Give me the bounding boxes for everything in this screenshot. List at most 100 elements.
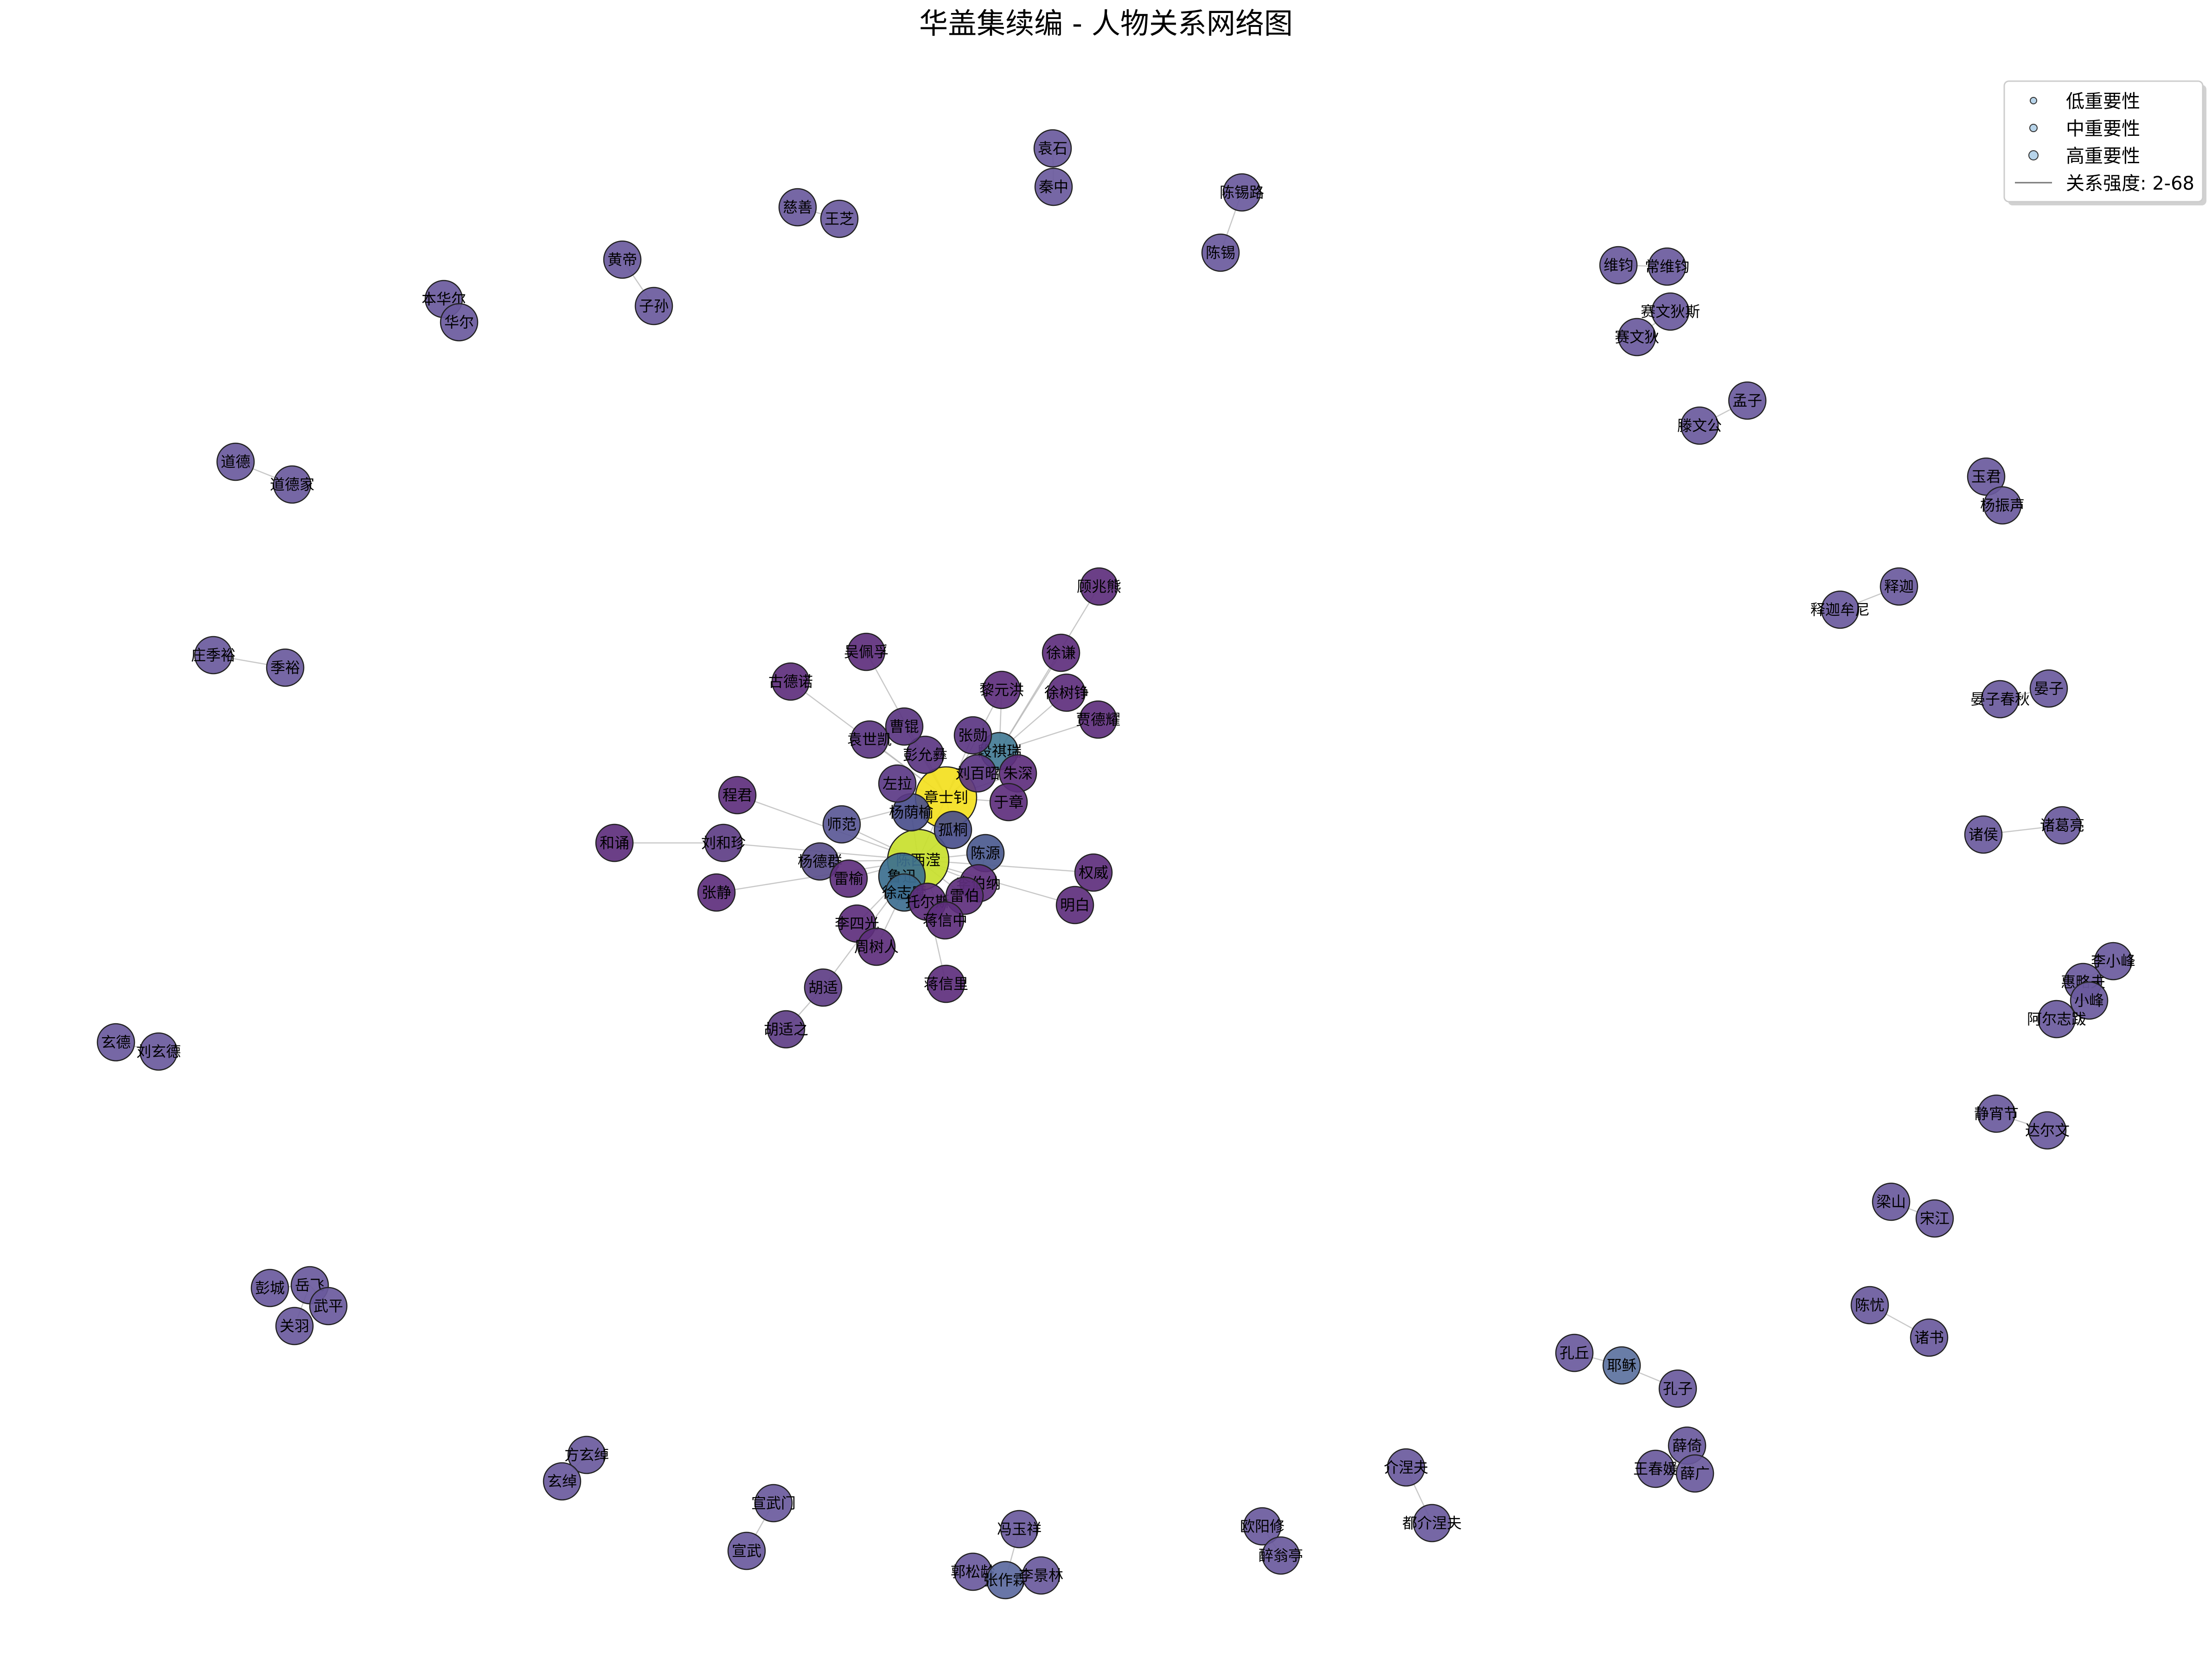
- node-label: 袁石: [1038, 140, 1068, 157]
- node-zhugeliang[interactable]: 诸葛亮: [2040, 806, 2084, 845]
- node-quanwei[interactable]: 权威: [1074, 853, 1113, 892]
- node-dujieniefu[interactable]: 都介涅夫: [1402, 1504, 1462, 1543]
- node-xueyi[interactable]: 薛倚: [1668, 1426, 1707, 1465]
- node-zhangxun[interactable]: 张勋: [953, 716, 992, 755]
- node-zuiwengting[interactable]: 醉翁亭: [1259, 1536, 1303, 1575]
- node-huaer[interactable]: 华尔: [440, 303, 479, 342]
- node-lixiaofeng[interactable]: 李小峰: [2091, 942, 2135, 981]
- node-saiwendisi[interactable]: 赛文狄斯: [1641, 292, 1700, 331]
- node-jiangxinli[interactable]: 蒋信里: [924, 964, 968, 1003]
- node-chenyou[interactable]: 陈忧: [1850, 1286, 1889, 1325]
- node-wupeifu[interactable]: 吴佩孚: [844, 632, 889, 671]
- node-label: 武平: [313, 1297, 343, 1315]
- node-chengjun[interactable]: 程君: [718, 776, 757, 815]
- node-gudexun[interactable]: 古德诺: [768, 662, 813, 701]
- node-liyuanhong[interactable]: 黎元洪: [979, 670, 1024, 709]
- node-jieniefu[interactable]: 介涅夫: [1384, 1448, 1428, 1487]
- node-cishan[interactable]: 慈善: [778, 188, 817, 227]
- node-guzhaoxiong[interactable]: 顾兆熊: [1077, 567, 1121, 606]
- node-huguzhi[interactable]: 胡适之: [764, 1010, 808, 1049]
- node-circle: [767, 1010, 806, 1049]
- node-zhuangjiyu[interactable]: 庄季裕: [191, 636, 236, 675]
- node-xuqian[interactable]: 徐谦: [1042, 633, 1080, 672]
- legend-marker-low: [2030, 97, 2037, 104]
- node-liangshan[interactable]: 梁山: [1872, 1182, 1911, 1221]
- node-songjiang[interactable]: 宋江: [1915, 1199, 1954, 1238]
- node-daerwen[interactable]: 达尔文: [2025, 1111, 2070, 1150]
- node-yangzhensheng[interactable]: 杨振声: [1980, 486, 2025, 525]
- node-aerzhiba[interactable]: 阿尔志跋: [2027, 1000, 2086, 1039]
- node-xuanwu[interactable]: 宣武: [727, 1531, 766, 1570]
- node-kongzi[interactable]: 孔子: [1658, 1369, 1697, 1408]
- node-guosongling[interactable]: 郭松龄: [951, 1552, 995, 1591]
- node-jiadeyao[interactable]: 贾德耀: [1076, 700, 1120, 739]
- node-fangxuanchuo[interactable]: 方玄绰: [564, 1435, 609, 1474]
- node-lijinglin[interactable]: 李景林: [1019, 1556, 1063, 1595]
- node-liuhezhen[interactable]: 刘和珍: [701, 823, 746, 862]
- node-xuanchuo[interactable]: 玄绰: [543, 1462, 582, 1501]
- node-ouyangxiu[interactable]: 欧阳修: [1240, 1507, 1285, 1546]
- node-huhu[interactable]: 胡适: [804, 968, 843, 1007]
- node-yesu[interactable]: 耶稣: [1602, 1346, 1641, 1385]
- node-zhangjing[interactable]: 张静: [697, 873, 736, 912]
- node-fengyuxiang[interactable]: 冯玉祥: [997, 1510, 1042, 1549]
- node-zhoushuren[interactable]: 周树人: [854, 927, 899, 966]
- node-jiyu[interactable]: 季裕: [266, 648, 305, 687]
- node-jingxiao[interactable]: 静宵节: [1974, 1094, 2019, 1133]
- node-wangchunyuan[interactable]: 王春媛: [1633, 1449, 1678, 1488]
- node-zhuhou[interactable]: 诸侯: [1964, 815, 2003, 854]
- node-shijia[interactable]: 释迦: [1880, 567, 1918, 606]
- node-jiangxinzhong[interactable]: 蒋信中: [923, 901, 967, 940]
- node-mingbai[interactable]: 明白: [1055, 886, 1094, 925]
- node-yuanshi[interactable]: 袁石: [1033, 129, 1072, 168]
- node-zhushen[interactable]: 朱深: [998, 754, 1037, 793]
- node-wuping[interactable]: 武平: [309, 1287, 348, 1326]
- node-leiyu[interactable]: 雷榆: [829, 859, 868, 898]
- node-peng[interactable]: 彭允彝: [903, 735, 947, 774]
- node-zisun[interactable]: 子孙: [634, 287, 673, 325]
- node-shijiamouni[interactable]: 释迦牟尼: [1810, 590, 1870, 629]
- node-guanyu[interactable]: 关羽: [275, 1307, 314, 1346]
- node-chenxilu[interactable]: 陈锡路: [1220, 173, 1264, 212]
- node-xuande[interactable]: 玄德: [96, 1023, 135, 1062]
- node-zuola[interactable]: 左拉: [878, 764, 917, 803]
- chart-title: 华盖集续编 - 人物关系网络图: [919, 6, 1293, 40]
- node-tengwengong[interactable]: 滕文公: [1677, 406, 1722, 445]
- node-daode[interactable]: 道德: [216, 442, 255, 481]
- node-yanzi[interactable]: 晏子: [2029, 669, 2068, 708]
- node-yujun[interactable]: 玉君: [1967, 457, 2006, 496]
- node-hedao[interactable]: 和诵: [595, 823, 634, 862]
- node-huangdi[interactable]: 黄帝: [603, 240, 642, 279]
- node-yuzhong[interactable]: 于章: [989, 783, 1028, 822]
- node-xushuzheng[interactable]: 徐树铮: [1044, 673, 1089, 712]
- node-liuxuande[interactable]: 刘玄德: [136, 1032, 181, 1071]
- node-xuanwumen[interactable]: 宣武门: [751, 1484, 796, 1523]
- node-qinzhong[interactable]: 秦中: [1034, 167, 1073, 206]
- node-weijun[interactable]: 维钧: [1599, 246, 1638, 285]
- node-yanzichunqiu[interactable]: 晏子春秋: [1970, 680, 2030, 719]
- node-circle: [847, 632, 886, 671]
- node-xiaofeng[interactable]: 小峰: [2070, 981, 2109, 1020]
- edge-duanqirui-guzhaoxiong: [998, 586, 1100, 752]
- node-xueguang[interactable]: 薛广: [1675, 1454, 1714, 1493]
- node-zhushu[interactable]: 诸书: [1910, 1318, 1949, 1357]
- node-label: 和诵: [600, 834, 629, 852]
- node-changweijun[interactable]: 常维钧: [1645, 247, 1689, 286]
- node-daodejia[interactable]: 道德家: [270, 465, 314, 504]
- node-wangzhi[interactable]: 王芝: [820, 199, 859, 238]
- node-guhong[interactable]: 孤桐: [933, 810, 972, 849]
- node-caokun[interactable]: 曹锟: [885, 707, 924, 746]
- node-saiwendi[interactable]: 赛文狄: [1615, 318, 1659, 357]
- node-label: 介涅夫: [1384, 1459, 1428, 1476]
- node-shifan[interactable]: 师范: [822, 805, 861, 844]
- node-label: 宣武门: [751, 1494, 796, 1512]
- node-kongqiu[interactable]: 孔丘: [1555, 1333, 1594, 1372]
- node-chenxi[interactable]: 陈锡: [1201, 233, 1240, 272]
- node-yangyinyu[interactable]: 杨荫榆: [889, 793, 933, 832]
- node-pengcheng[interactable]: 彭城: [250, 1269, 289, 1307]
- node-mengzi[interactable]: 孟子: [1728, 381, 1767, 420]
- node-zhangzuolin[interactable]: 张作霖: [983, 1561, 1028, 1600]
- node-liubainong[interactable]: 刘百昭: [955, 754, 1000, 793]
- node-yuanshikai[interactable]: 袁世凯: [847, 720, 892, 759]
- node-circle: [1651, 292, 1690, 331]
